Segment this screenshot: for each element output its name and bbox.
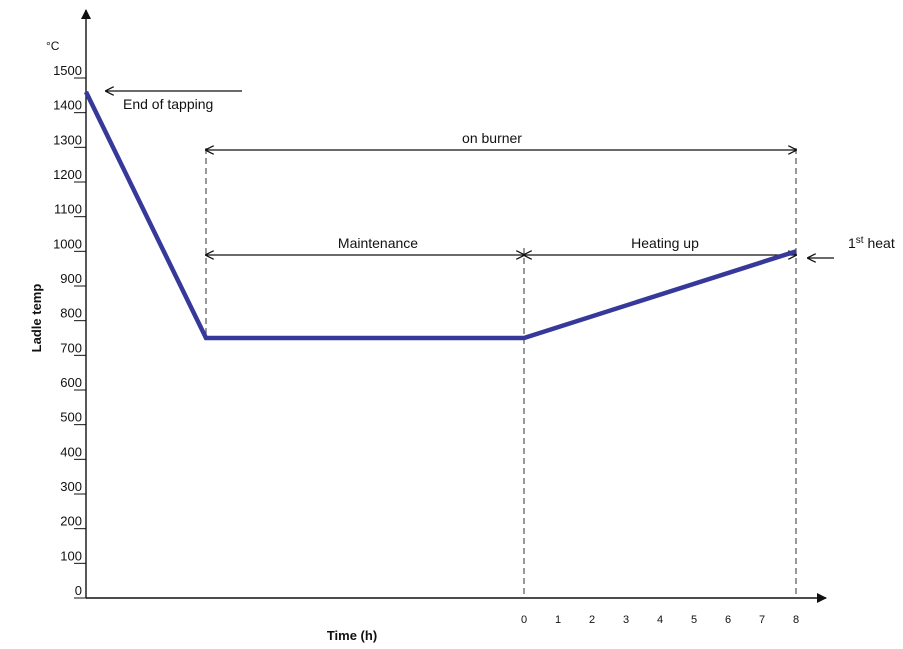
y-tick-label: 300 (60, 479, 82, 494)
x-tick-label: 4 (657, 614, 663, 626)
y-axis-title: Ladle temp (29, 284, 44, 353)
y-tick-label: 1000 (53, 236, 82, 251)
on-burner-label: on burner (462, 130, 522, 146)
maintenance-label: Maintenance (338, 235, 418, 251)
x-tick-label: 3 (623, 614, 629, 626)
x-tick-labels: 0 1 2 3 4 5 6 7 8 (521, 614, 799, 626)
x-tick-label: 2 (589, 614, 595, 626)
first-heat-number: 1 (848, 235, 856, 251)
x-tick-label: 5 (691, 614, 697, 626)
y-tick-label: 500 (60, 410, 82, 425)
x-axis-title: Time (h) (327, 628, 377, 643)
first-heat-superscript: st (856, 235, 864, 246)
y-tick-label: 900 (60, 271, 82, 286)
x-tick-label: 1 (555, 614, 561, 626)
y-tick-label: 1300 (53, 132, 82, 147)
end-of-tapping-label: End of tapping (123, 96, 213, 112)
y-tick-label: 600 (60, 375, 82, 390)
heating-up-label: Heating up (631, 235, 699, 251)
x-tick-label: 0 (521, 614, 527, 626)
y-tick-label: 200 (60, 514, 82, 529)
y-tick-label: 1400 (53, 98, 82, 113)
y-tick-label: 1500 (53, 63, 82, 78)
y-unit-label: °C (46, 39, 60, 53)
y-tick-label: 1200 (53, 167, 82, 182)
x-tick-label: 7 (759, 614, 765, 626)
y-tick-label: 400 (60, 444, 82, 459)
ladle-temperature-line (83, 90, 797, 341)
y-tick-label: 1100 (54, 202, 82, 217)
y-tick-label: 700 (60, 340, 82, 355)
x-tick-label: 8 (793, 614, 799, 626)
first-heat-label: 1st heat (848, 235, 895, 251)
y-tick-label: 0 (75, 583, 82, 598)
first-heat-word: heat (864, 235, 895, 251)
y-tick-label: 100 (60, 548, 82, 563)
y-tick-label: 800 (60, 306, 82, 321)
y-tick-labels: 0 100 200 300 400 500 600 700 800 900 1000 1100 1200… (53, 63, 86, 599)
x-tick-label: 6 (725, 614, 731, 626)
